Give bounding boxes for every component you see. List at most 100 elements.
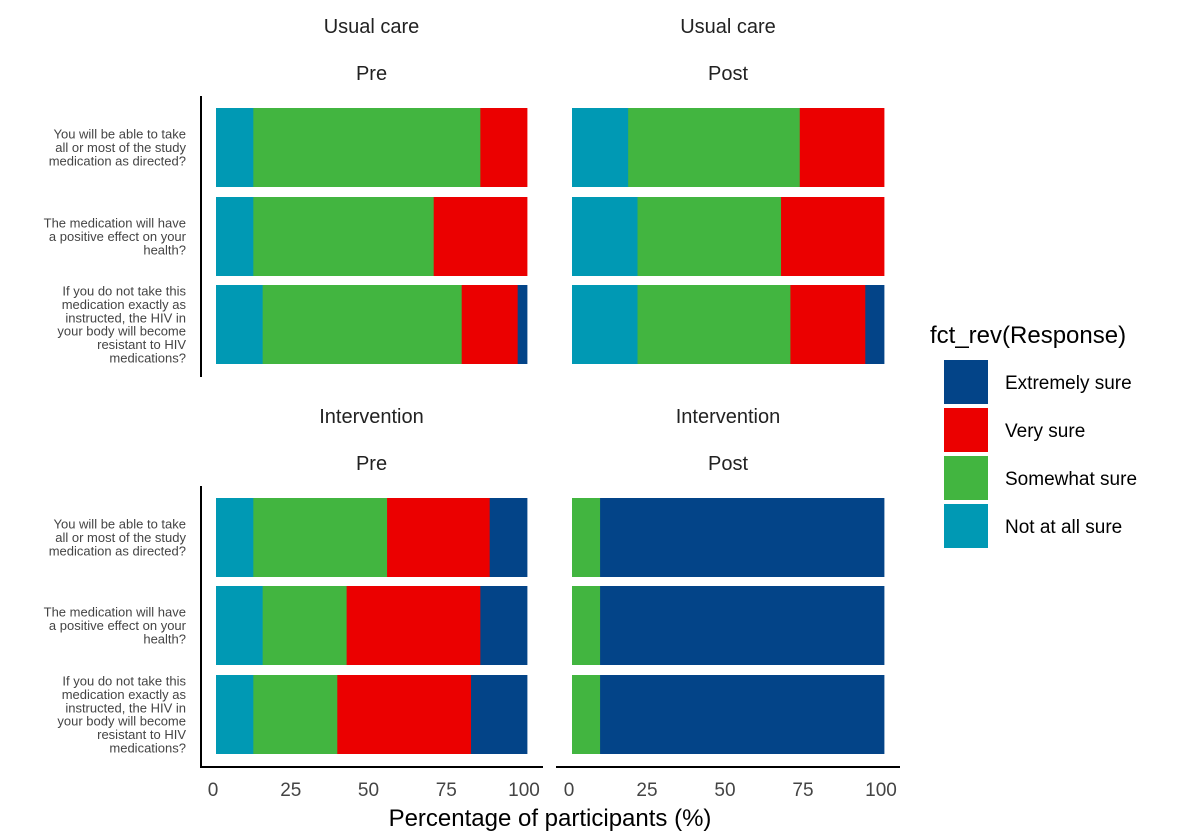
y-tick-label: You will be able to take all or most of t… [49,517,187,559]
facet-strip-time: Post [708,63,748,85]
bar-segment-extremely-sure [600,586,885,665]
y-tick-label-line: medication as directed? [49,543,186,558]
x-tick-label: 100 [508,780,540,801]
y-tick-label-line: your body will become [57,714,186,729]
bar-segment-not-at-all-sure [216,498,254,577]
legend-key-extremely-sure [944,360,988,404]
bar-segment-somewhat-sure [628,108,801,187]
legend-label: Very sure [1005,421,1085,442]
bar-segment-somewhat-sure [572,498,601,577]
x-tick-label: 50 [358,780,379,801]
bar-segment-somewhat-sure [262,285,463,364]
panel-intervention-pre: Intervention Pre [216,406,528,754]
facet-strip-time: Pre [356,453,387,475]
bar-segment-very-sure [337,675,472,754]
legend-key-not-at-all-sure [944,504,988,548]
bar-segment-very-sure [799,108,885,187]
bar-segment-extremely-sure [480,586,528,665]
y-tick-label-line: a positive effect on your [49,618,187,633]
bar-segment-somewhat-sure [253,108,481,187]
panel-usual-care-pre: Usual care Pre [216,16,528,364]
bar-segment-somewhat-sure [572,586,601,665]
bar-segment-extremely-sure [471,675,528,754]
y-tick-label-line: resistant to HIV [97,337,186,352]
bar-segment-not-at-all-sure [216,285,264,364]
y-tick-label: The medication will have a positive effec… [44,605,187,647]
y-tick-label-line: your body will become [57,324,186,339]
y-tick-label-line: instructed, the HIV in [65,700,186,715]
y-tick-label-line: The medication will have [44,605,186,620]
bar-segment-somewhat-sure [253,498,388,577]
x-tick-label: 100 [865,780,897,801]
bar-segment-extremely-sure [600,498,885,577]
y-tick-label: If you do not take this medication exactl… [57,284,186,366]
y-tick-label-line: medications? [109,741,186,756]
x-tick-label: 25 [280,780,301,801]
y-tick-label-line: all or most of the study [55,140,186,155]
legend-label: Extremely sure [1005,373,1132,394]
facet-strip-group: Usual care [324,16,420,38]
bar-segment-somewhat-sure [637,197,782,276]
x-tick-label: 75 [792,780,813,801]
y-tick-label-line: You will be able to take [53,517,186,532]
panel-intervention-post: Intervention Post [572,406,885,754]
legend: fct_rev(Response) Extremely sure Very sur… [930,322,1137,548]
y-tick-label: The medication will have a positive effec… [44,216,187,258]
facet-strip-time: Post [708,453,748,475]
y-tick-label-line: medication as directed? [49,153,186,168]
bar-segment-not-at-all-sure [572,197,638,276]
y-tick-label-line: resistant to HIV [97,727,186,742]
bar-segment-not-at-all-sure [216,108,254,187]
bar-segment-somewhat-sure [253,197,435,276]
facet-strip-time: Pre [356,63,387,85]
bar-segment-not-at-all-sure [216,675,254,754]
x-tick-label: 25 [636,780,657,801]
bar-segment-somewhat-sure [253,675,338,754]
facet-strip-group: Intervention [676,406,781,428]
bar-segment-somewhat-sure [262,586,348,665]
bar-segment-extremely-sure [489,498,528,577]
legend-key-very-sure [944,408,988,452]
panel-usual-care-post: Usual care Post [572,16,885,364]
bar-segment-very-sure [781,197,885,276]
y-tick-label: You will be able to take all or most of t… [49,127,187,169]
bar-segment-very-sure [480,108,528,187]
y-tick-label-line: You will be able to take [53,127,186,142]
y-tick-label-line: medication exactly as [62,687,187,702]
legend-key-somewhat-sure [944,456,988,500]
bar-segment-not-at-all-sure [572,108,629,187]
y-tick-label-line: health? [143,631,186,646]
facet-panels: Usual care Pre Usual care Post Intervention P… [216,16,885,754]
legend-label: Not at all sure [1005,517,1122,538]
facet-strip-group: Usual care [680,16,776,38]
x-axis-title: Percentage of participants (%) [389,805,712,832]
y-tick-label-line: If you do not take this [62,674,186,689]
bar-segment-very-sure [461,285,519,364]
bar-segment-very-sure [346,586,481,665]
y-tick-label-line: a positive effect on your [49,229,187,244]
bar-segment-somewhat-sure [572,675,601,754]
facet-strip-group: Intervention [319,406,424,428]
y-tick-label-line: instructed, the HIV in [65,310,186,325]
y-tick-label-line: The medication will have [44,216,186,231]
y-tick-label-line: medication exactly as [62,297,187,312]
question-labels: You will be able to take all or most of t… [44,127,187,756]
x-tick-label: 0 [564,780,575,801]
bar-segment-not-at-all-sure [216,586,264,665]
bar-segment-not-at-all-sure [216,197,254,276]
bar-segment-extremely-sure [600,675,885,754]
legend-title: fct_rev(Response) [930,322,1126,349]
bar-segment-very-sure [433,197,528,276]
bar-segment-extremely-sure [517,285,528,364]
legend-label: Somewhat sure [1005,469,1137,490]
y-tick-label: If you do not take this medication exactl… [57,674,186,756]
y-tick-label-line: all or most of the study [55,530,186,545]
bar-segment-very-sure [790,285,866,364]
bar-segment-very-sure [387,498,491,577]
x-tick-label: 75 [436,780,457,801]
y-tick-label-line: medications? [109,351,186,366]
axes: 0 25 50 75 100 0 25 50 75 100 [200,96,900,801]
x-tick-label: 50 [714,780,735,801]
x-tick-label: 0 [208,780,219,801]
